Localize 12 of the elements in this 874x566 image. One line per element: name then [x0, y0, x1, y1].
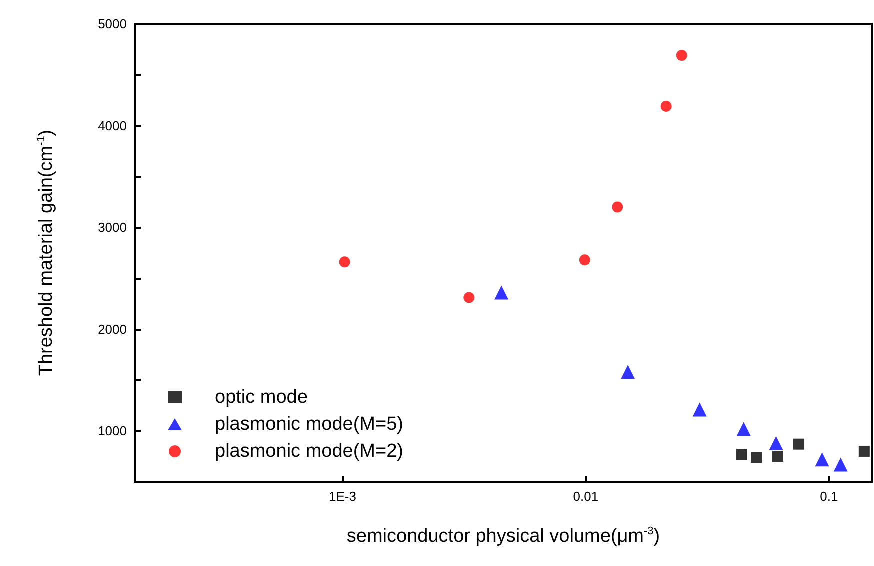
y-tick-label: 5000 [98, 16, 127, 32]
y-tick-label: 1000 [98, 424, 127, 439]
y-axis-title: Threshold material gain(cm-1) [36, 130, 57, 376]
y-tick-label: 2000 [98, 322, 127, 337]
legend-label: optic mode [215, 387, 308, 408]
x-tick-label: 1E-3 [328, 489, 356, 504]
x-tick-label: 0.1 [820, 489, 838, 504]
y-tick-label: 4000 [98, 118, 127, 134]
y-tick-label: 3000 [98, 220, 127, 236]
legend-label: plasmonic mode(M=5) [215, 414, 404, 435]
x-tick-label: 0.01 [573, 489, 599, 504]
legend-label: plasmonic mode(M=2) [215, 441, 404, 462]
